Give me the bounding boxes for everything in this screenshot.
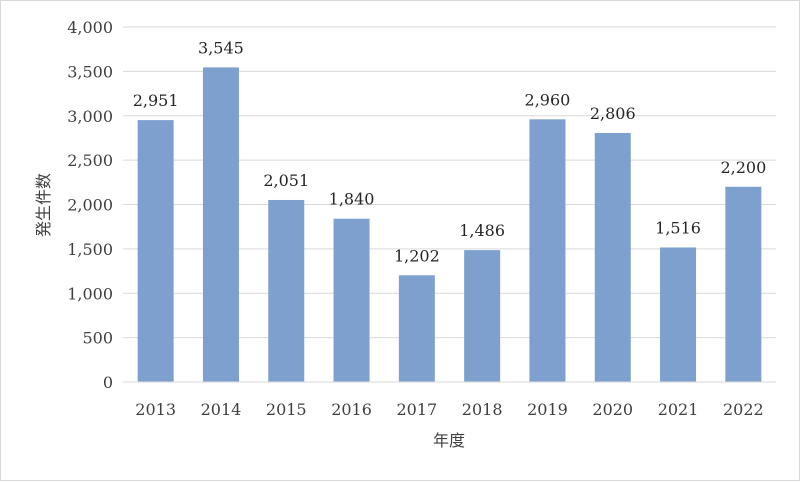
y-tick-label: 1,500 (67, 240, 113, 259)
y-tick-label: 3,500 (67, 62, 113, 81)
data-labels: 2,951 3,545 2,051 1,840 1,202 1,486 2,960 2,806… (133, 38, 767, 265)
x-tick-label-2020: 2020 (592, 400, 633, 419)
x-tick-label-2018: 2018 (462, 400, 503, 419)
data-label-2013: 2,951 (133, 91, 179, 110)
x-axis-title: 年度 (433, 431, 465, 450)
x-tick-label-2021: 2021 (658, 400, 699, 419)
x-tick-label-2013: 2013 (135, 400, 176, 419)
y-tick-label: 2,000 (67, 196, 113, 215)
y-tick-label: 3,000 (67, 107, 113, 126)
data-label-2016: 1,840 (329, 190, 375, 209)
data-label-2021: 1,516 (655, 218, 701, 237)
bar-2022 (725, 186, 762, 382)
data-label-2020: 2,806 (590, 104, 636, 123)
bar-2017 (398, 275, 435, 382)
bar-2021 (660, 247, 697, 382)
bar-2018 (464, 250, 501, 382)
bars (137, 67, 762, 383)
data-label-2018: 1,486 (459, 221, 505, 240)
bar-2014 (202, 67, 239, 382)
bar-2013 (137, 120, 174, 382)
x-tick-label-2016: 2016 (331, 400, 372, 419)
bar-2016 (333, 218, 370, 382)
bar-2020 (594, 132, 631, 382)
data-label-2014: 3,545 (198, 38, 244, 57)
y-axis-title: 発生件数 (34, 173, 53, 237)
data-label-2017: 1,202 (394, 246, 440, 265)
x-tick-label-2014: 2014 (201, 400, 242, 419)
x-tick-label-2019: 2019 (527, 400, 568, 419)
x-tick-label-2022: 2022 (723, 400, 764, 419)
x-tick-label-2017: 2017 (396, 400, 437, 419)
y-tick-label: 500 (82, 329, 113, 348)
data-label-2022: 2,200 (720, 158, 766, 177)
x-tick-label-2015: 2015 (266, 400, 307, 419)
y-tick-label: 2,500 (67, 151, 113, 170)
bar-2015 (268, 199, 305, 382)
bar-2019 (529, 119, 566, 383)
y-axis-ticks: 0 500 1,000 1,500 2,000 2,500 3,000 3,500 4,000 (67, 18, 113, 392)
y-tick-label: 0 (103, 373, 113, 392)
x-axis-ticks: 2013 2014 2015 2016 2017 2018 2019 2020 2021 2022 (135, 400, 763, 419)
data-label-2015: 2,051 (263, 171, 309, 190)
data-label-2019: 2,960 (525, 90, 571, 109)
y-tick-label: 1,000 (67, 284, 113, 303)
y-tick-label: 4,000 (67, 18, 113, 37)
